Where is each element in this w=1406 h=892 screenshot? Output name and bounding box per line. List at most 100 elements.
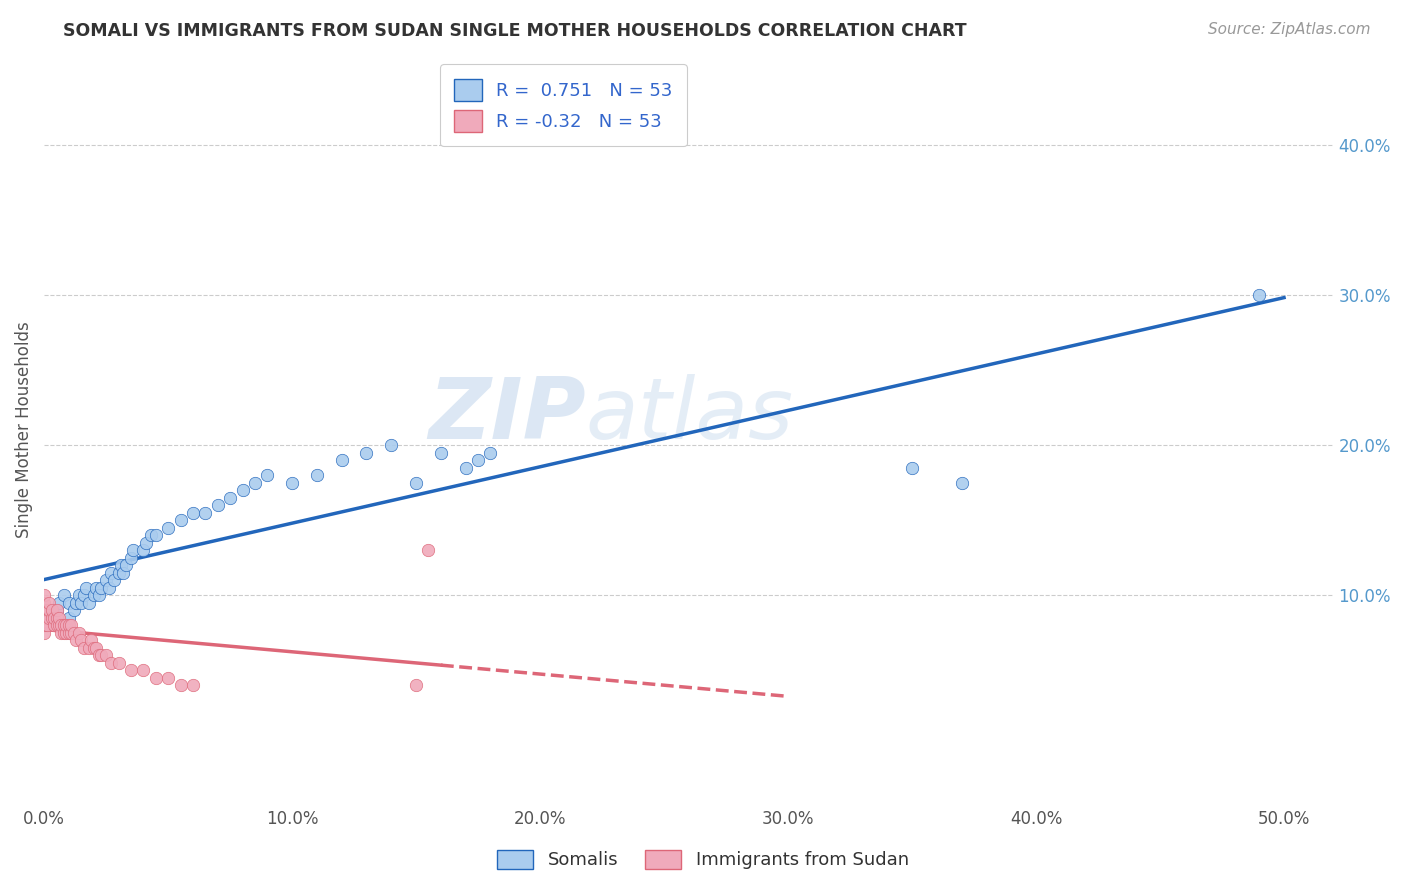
Point [84,581,107,595]
Point [181,678,204,692]
Point [45,610,67,624]
Point [132,543,155,558]
Point [145,671,167,685]
Point [52,618,75,632]
Point [42,618,65,632]
Point [120,663,142,677]
Point [60,625,83,640]
Point [52,588,75,602]
Text: SOMALI VS IMMIGRANTS FROM SUDAN SINGLE MOTHER HOUSEHOLDS CORRELATION CHART: SOMALI VS IMMIGRANTS FROM SUDAN SINGLE M… [63,22,967,40]
Point [48,610,70,624]
Point [305,468,328,483]
Point [110,558,132,573]
Point [65,633,87,648]
Point [901,460,924,475]
Point [181,506,204,520]
Point [430,445,453,459]
Point [67,588,90,602]
Point [41,610,63,624]
Point [281,475,304,490]
Point [454,460,477,475]
Point [418,543,440,558]
Point [65,596,87,610]
Point [330,453,353,467]
Point [84,640,107,655]
Point [356,445,378,459]
Point [63,625,86,640]
Point [256,468,278,483]
Point [145,528,167,542]
Point [107,656,129,670]
Point [243,475,266,490]
Point [87,588,110,602]
Point [405,475,427,490]
Point [73,588,96,602]
Point [41,603,63,617]
Point [38,603,60,617]
Point [122,543,145,558]
Point [1249,288,1271,302]
Point [52,625,75,640]
Point [77,640,100,655]
Point [67,625,90,640]
Point [83,588,105,602]
Point [112,566,135,580]
Point [35,603,58,617]
Point [94,648,117,662]
Point [83,640,105,655]
Point [51,625,73,640]
Point [55,618,77,632]
Point [467,453,489,467]
Point [94,573,117,587]
Text: atlas: atlas [586,374,794,457]
Point [45,618,67,632]
Point [100,566,122,580]
Point [169,678,191,692]
Point [77,596,100,610]
Point [120,550,142,565]
Point [48,618,70,632]
Point [115,558,138,573]
Point [950,475,973,490]
Point [55,625,77,640]
Point [70,633,93,648]
Y-axis label: Single Mother Households: Single Mother Households [15,322,32,539]
Point [157,671,180,685]
Point [58,596,80,610]
Point [405,678,427,692]
Point [32,618,55,632]
Point [80,633,103,648]
Point [207,498,229,512]
Point [75,581,97,595]
Point [32,610,55,624]
Point [35,618,58,632]
Point [35,610,58,624]
Point [73,640,96,655]
Point [41,610,63,624]
Point [139,528,162,542]
Point [157,520,180,534]
Point [97,581,120,595]
Point [45,603,67,617]
Point [87,648,110,662]
Legend: Somalis, Immigrants from Sudan: Somalis, Immigrants from Sudan [488,841,918,879]
Point [32,596,55,610]
Point [132,663,155,677]
Point [90,648,112,662]
Point [70,596,93,610]
Point [38,596,60,610]
Point [107,566,129,580]
Point [135,535,157,549]
Point [38,610,60,624]
Point [51,618,73,632]
Text: Source: ZipAtlas.com: Source: ZipAtlas.com [1208,22,1371,37]
Point [219,491,242,505]
Point [32,625,55,640]
Point [58,618,80,632]
Point [194,506,217,520]
Text: ZIP: ZIP [427,374,586,457]
Point [32,603,55,617]
Point [479,445,502,459]
Point [48,596,70,610]
Point [63,603,86,617]
